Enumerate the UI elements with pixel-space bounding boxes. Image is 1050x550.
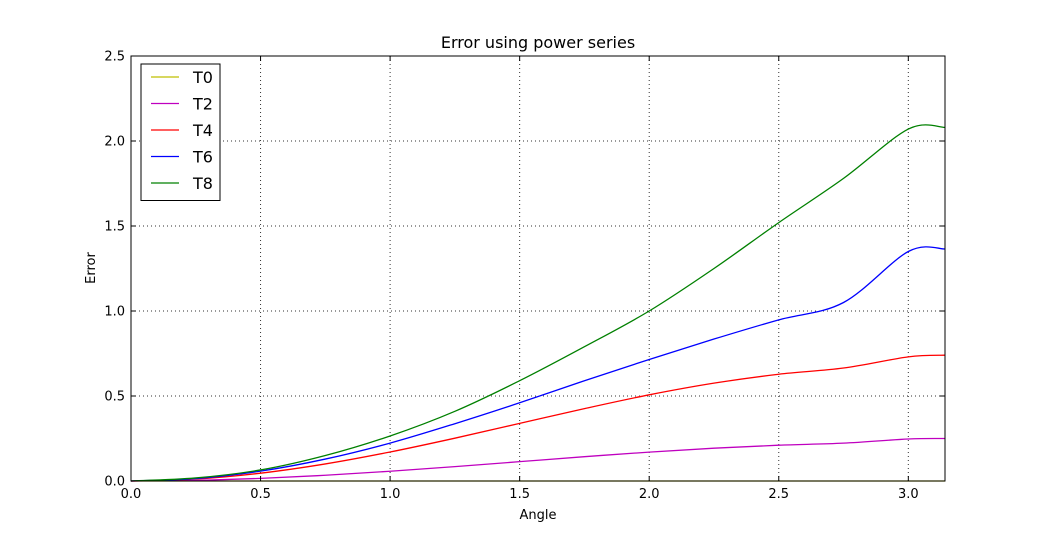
x-tick-label: 1.5 [509,487,530,502]
plot-frame [130,55,946,482]
legend-label-t2: T2 [192,95,213,114]
ticks: 0.0 0.5 1.0 1.5 2.0 2.5 3.0 0.0 0.5 1.0 1.5 2.0 2.5 [104,50,945,502]
x-tick-label: 0.5 [250,487,271,502]
series-line-t2 [130,437,946,482]
chart-title: Error using power series [441,33,635,52]
x-tick-label: 2.5 [768,487,789,502]
legend-label-t0: T0 [192,68,213,87]
legend-label-t8: T8 [192,174,213,193]
legend-box [140,63,221,201]
x-tick-label: 3.0 [898,487,919,502]
x-axis-label: Angle [520,508,557,523]
legend-label-t4: T4 [192,121,213,140]
y-tick-label: 1.0 [104,305,125,320]
y-tick-label: 0.0 [104,475,125,490]
legend: T0 T2 T4 T6 T8 [140,63,221,201]
y-tick-label: 0.5 [104,390,125,405]
legend-label-t6: T6 [192,148,213,167]
y-axis-label: Error [84,252,99,284]
series-line-t4 [130,354,946,482]
series-line-t8 [130,124,946,482]
y-tick-label: 2.5 [104,50,125,65]
x-tick-label: 0.0 [121,487,142,502]
y-tick-label: 1.5 [104,220,125,235]
series-line-t6 [130,246,946,482]
x-tick-label: 2.0 [639,487,660,502]
x-tick-label: 1.0 [380,487,401,502]
y-tick-label: 2.0 [104,135,125,150]
